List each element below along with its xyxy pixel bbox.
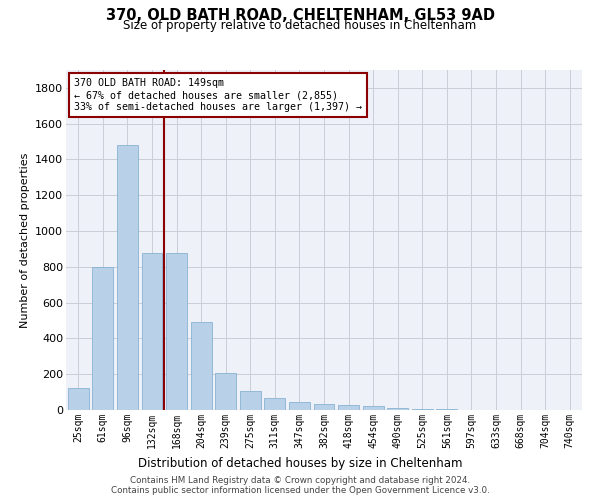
Bar bbox=[412, 409, 433, 410]
Bar bbox=[265, 398, 286, 410]
Bar bbox=[314, 404, 334, 410]
Bar bbox=[338, 404, 359, 410]
Bar bbox=[289, 402, 310, 410]
Bar bbox=[191, 322, 212, 410]
Text: 370 OLD BATH ROAD: 149sqm
← 67% of detached houses are smaller (2,855)
33% of se: 370 OLD BATH ROAD: 149sqm ← 67% of detac… bbox=[74, 78, 362, 112]
Bar bbox=[117, 145, 138, 410]
Text: Contains HM Land Registry data © Crown copyright and database right 2024.
Contai: Contains HM Land Registry data © Crown c… bbox=[110, 476, 490, 495]
Bar bbox=[68, 388, 89, 410]
Text: Size of property relative to detached houses in Cheltenham: Size of property relative to detached ho… bbox=[124, 19, 476, 32]
Text: Distribution of detached houses by size in Cheltenham: Distribution of detached houses by size … bbox=[138, 458, 462, 470]
Bar bbox=[240, 391, 261, 410]
Bar bbox=[142, 252, 163, 410]
Bar bbox=[387, 408, 408, 410]
Bar bbox=[215, 374, 236, 410]
Y-axis label: Number of detached properties: Number of detached properties bbox=[20, 152, 29, 328]
Bar bbox=[92, 267, 113, 410]
Bar bbox=[166, 252, 187, 410]
Bar bbox=[362, 406, 383, 410]
Text: 370, OLD BATH ROAD, CHELTENHAM, GL53 9AD: 370, OLD BATH ROAD, CHELTENHAM, GL53 9AD bbox=[106, 8, 494, 22]
